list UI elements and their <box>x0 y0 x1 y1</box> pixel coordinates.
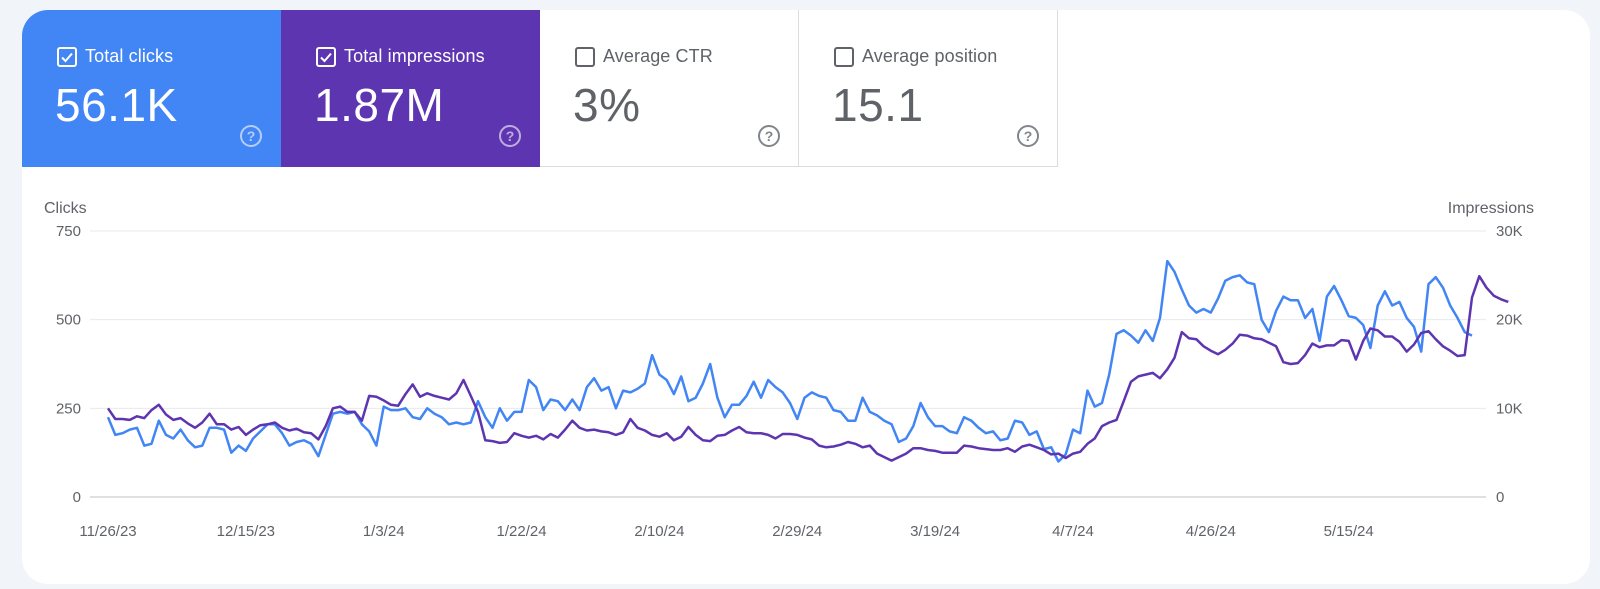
metric-value: 56.1K <box>55 79 178 131</box>
x-tick-label: 11/26/23 <box>79 523 136 540</box>
performance-card: Total clicks 56.1K ? Total impressions 1… <box>22 10 1590 584</box>
x-tick-label: 12/15/23 <box>217 523 275 540</box>
metric-label: Average position <box>862 46 998 66</box>
gridlines <box>90 230 1486 498</box>
metric-label: Total impressions <box>344 46 485 66</box>
metric-value: 3% <box>573 79 641 131</box>
y-axis-left-title: Clicks <box>44 200 87 217</box>
checkbox-unchecked-icon[interactable] <box>575 47 595 67</box>
metric-total-clicks[interactable]: Total clicks 56.1K ? <box>22 10 281 167</box>
metric-total-impressions[interactable]: Total impressions 1.87M ? <box>281 10 540 167</box>
y-right-tick-label: 10K <box>1496 400 1523 417</box>
y-axis-right-ticks: 0 10K 20K 30K <box>1496 223 1523 506</box>
y-right-tick-label: 20K <box>1496 312 1523 329</box>
x-tick-label: 2/29/24 <box>772 523 822 540</box>
x-tick-label: 4/7/24 <box>1052 523 1094 540</box>
y-axis-left-ticks: 0 250 500 750 <box>56 223 81 506</box>
x-tick-label: 1/3/24 <box>363 523 405 540</box>
metric-value: 1.87M <box>314 79 445 131</box>
x-tick-label: 2/10/24 <box>634 523 684 540</box>
y-left-tick-label: 500 <box>56 312 81 329</box>
clicks-series-line[interactable] <box>106 259 1473 463</box>
metric-label: Average CTR <box>603 46 713 66</box>
checkbox-checked-icon[interactable] <box>316 47 336 67</box>
y-left-tick-label: 0 <box>73 489 81 506</box>
metric-average-position[interactable]: Average position 15.1 ? <box>799 10 1058 167</box>
help-icon[interactable]: ? <box>758 125 780 147</box>
metric-average-ctr[interactable]: Average CTR 3% ? <box>540 10 799 167</box>
x-tick-label: 3/19/24 <box>910 523 960 540</box>
checkbox-unchecked-icon[interactable] <box>834 47 854 67</box>
y-right-tick-label: 0 <box>1496 489 1504 506</box>
series-lines[interactable] <box>106 259 1509 463</box>
help-icon[interactable]: ? <box>240 125 262 147</box>
checkbox-checked-icon[interactable] <box>57 47 77 67</box>
impressions-series-line[interactable] <box>106 274 1509 462</box>
x-tick-label: 1/22/24 <box>497 523 547 540</box>
y-left-tick-label: 750 <box>56 223 81 240</box>
y-right-tick-label: 30K <box>1496 223 1523 240</box>
help-icon[interactable]: ? <box>499 125 521 147</box>
metric-value: 15.1 <box>832 79 924 131</box>
performance-chart: Clicks Impressions 0 250 500 750 0 10K 20K 30K… <box>44 200 1534 540</box>
help-icon[interactable]: ? <box>1017 125 1039 147</box>
y-left-tick-label: 250 <box>56 400 81 417</box>
x-tick-label: 4/26/24 <box>1186 523 1236 540</box>
x-tick-label: 5/15/24 <box>1324 523 1374 540</box>
metric-label: Total clicks <box>85 46 174 66</box>
x-axis-ticks: 11/26/23 12/15/23 1/3/24 1/22/24 2/10/24 2/29… <box>79 523 1373 540</box>
y-axis-right-title: Impressions <box>1448 200 1534 217</box>
metric-cards: Total clicks 56.1K ? Total impressions 1… <box>22 10 1058 167</box>
